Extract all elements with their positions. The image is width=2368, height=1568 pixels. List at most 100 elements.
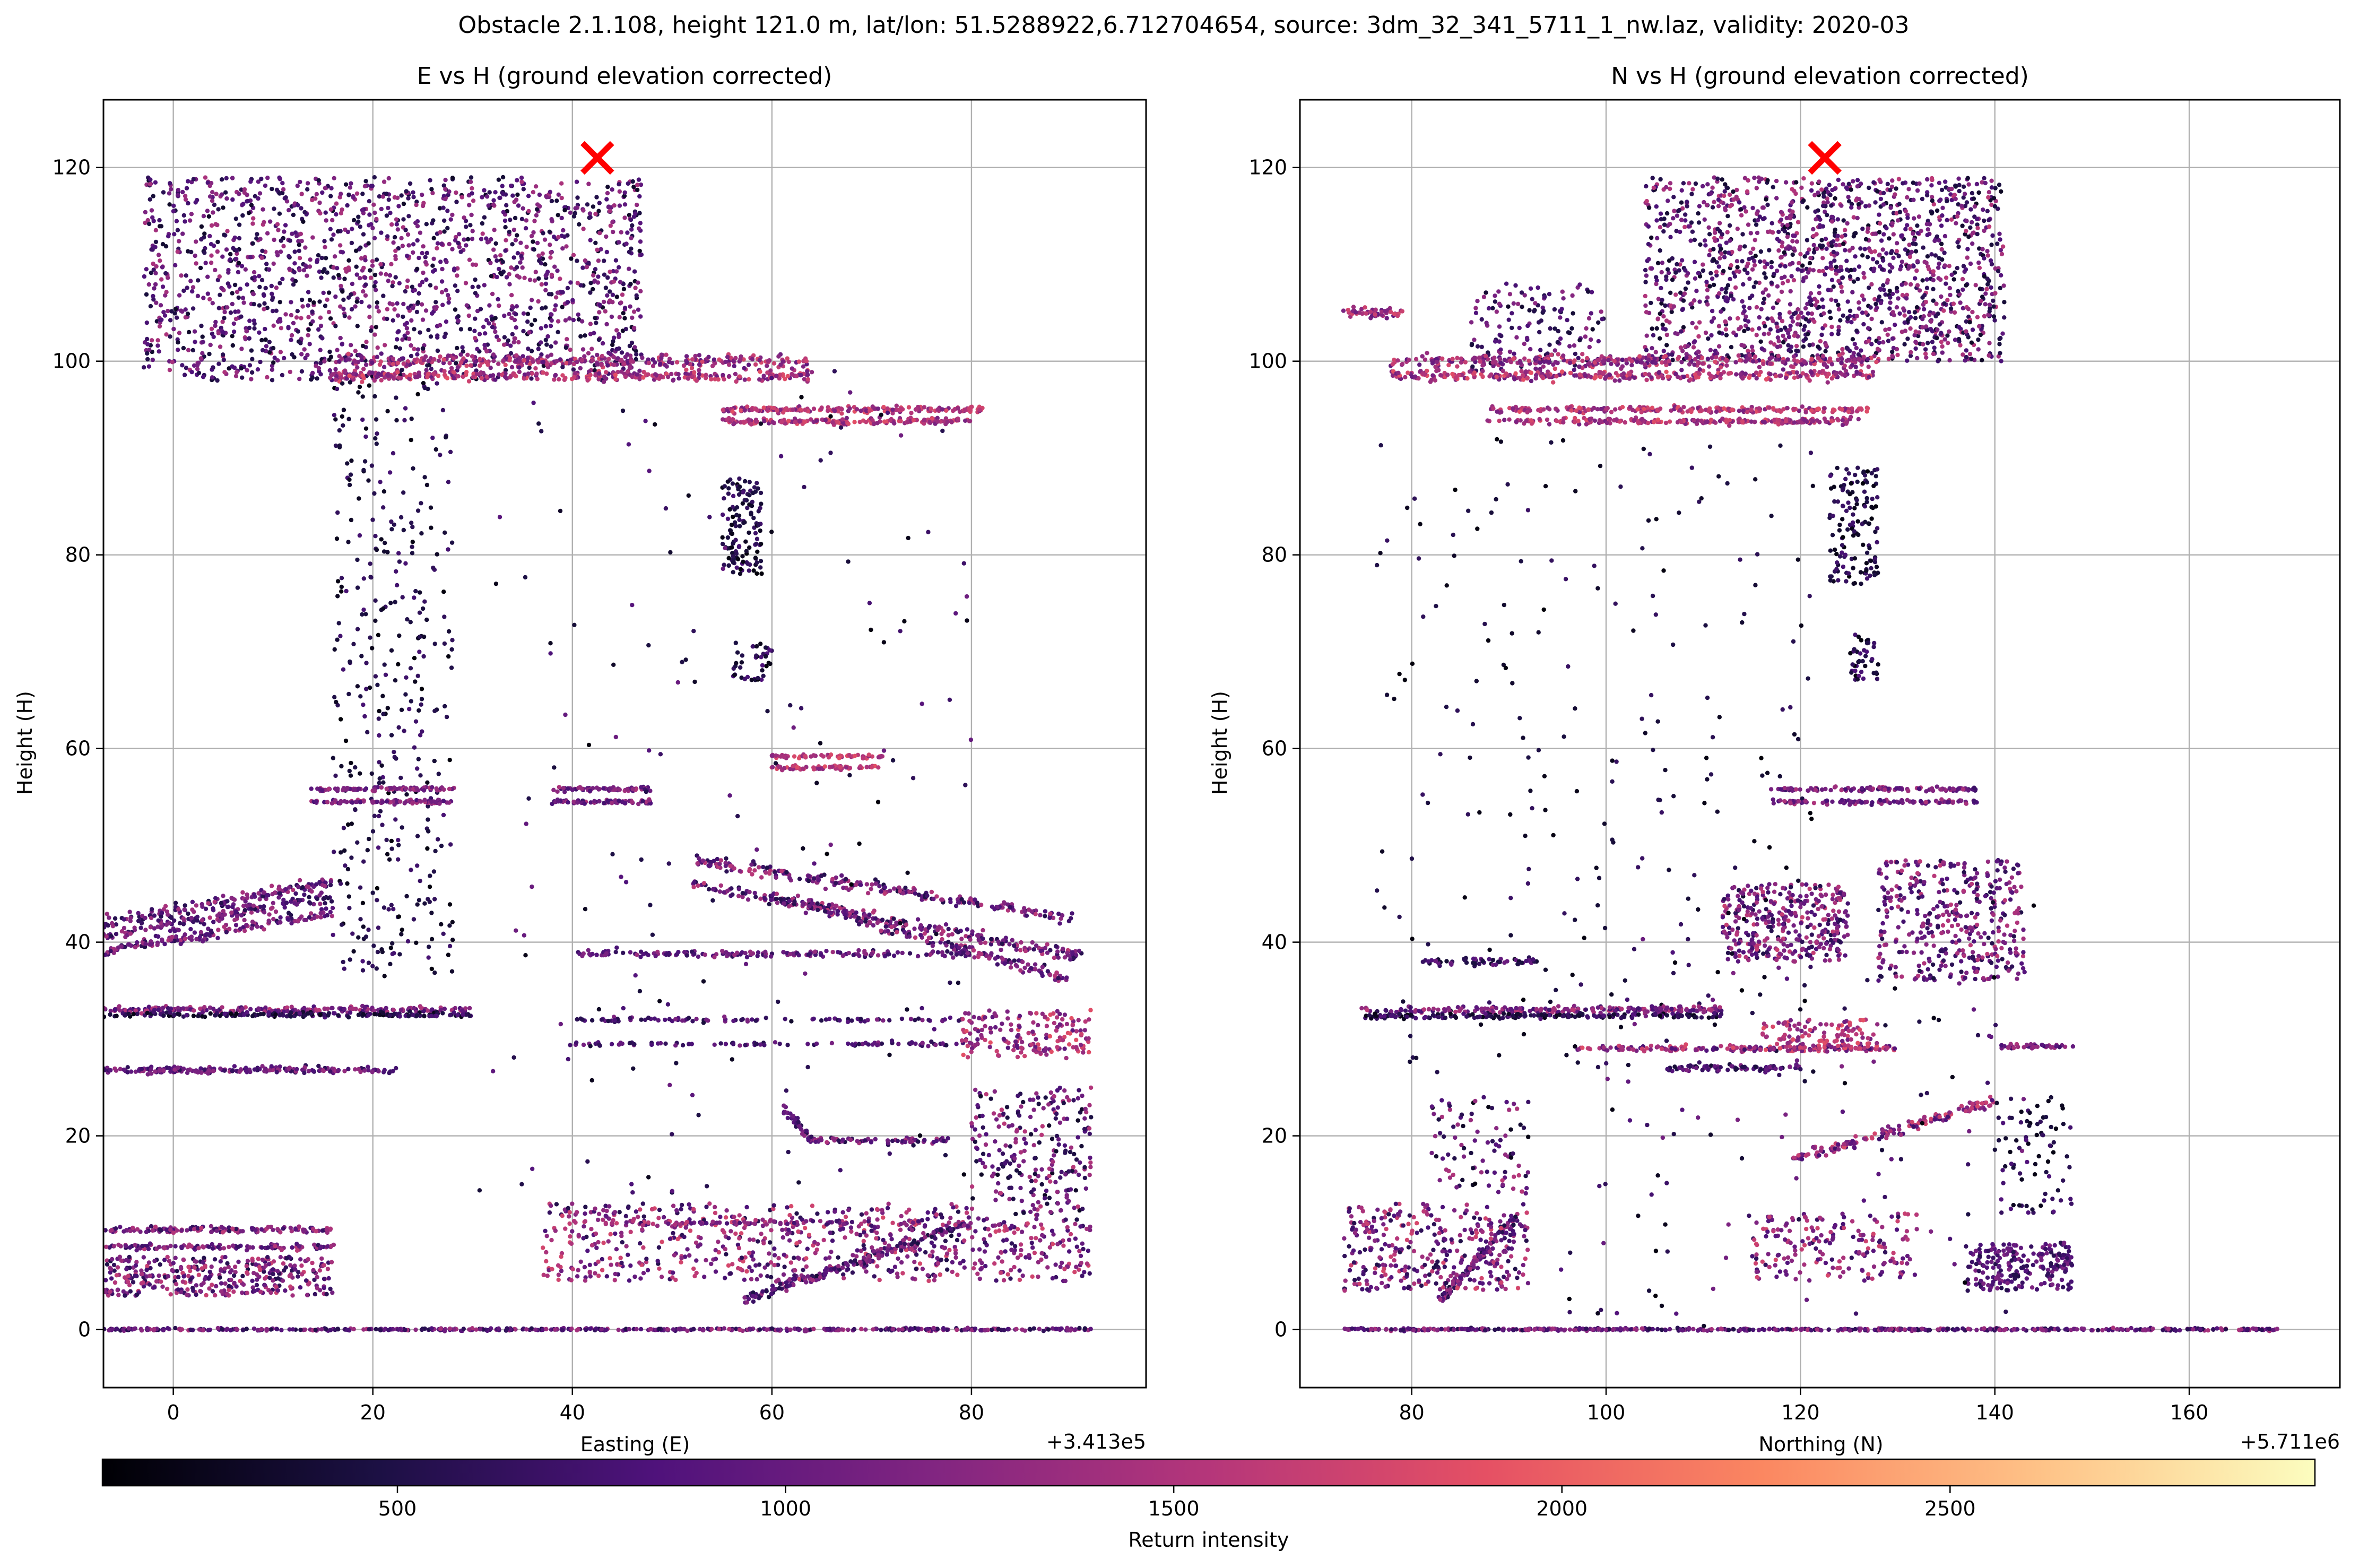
data-point (544, 342, 549, 347)
data-point (786, 359, 791, 365)
data-point (187, 218, 193, 223)
data-point (327, 357, 332, 362)
data-point (1034, 943, 1039, 948)
data-point (323, 186, 327, 190)
data-point (335, 266, 340, 271)
data-point (417, 649, 422, 654)
data-point (191, 177, 196, 181)
data-point (429, 966, 434, 972)
data-point (147, 348, 152, 352)
data-point (760, 668, 765, 673)
data-point (210, 198, 215, 203)
data-point (724, 856, 728, 861)
data-point (448, 217, 453, 222)
data-point (315, 259, 319, 264)
data-point (462, 215, 466, 220)
data-point (731, 570, 735, 575)
data-point (319, 275, 324, 280)
data-point (846, 421, 851, 426)
data-point (522, 376, 526, 381)
data-point (422, 475, 427, 480)
data-point (377, 194, 382, 199)
data-point (395, 360, 400, 366)
data-point (405, 331, 410, 335)
data-point (356, 390, 361, 395)
data-point (208, 342, 213, 348)
data-point (374, 441, 379, 446)
data-point (487, 190, 492, 195)
data-point (912, 926, 917, 931)
data-point (946, 933, 951, 938)
data-point (243, 336, 248, 342)
data-point (512, 200, 517, 204)
data-point (357, 384, 362, 389)
data-point (502, 218, 508, 223)
data-point (549, 198, 554, 204)
data-point (568, 210, 573, 215)
data-point (575, 281, 580, 285)
data-point (965, 927, 970, 932)
data-point (730, 545, 734, 550)
data-point (244, 923, 249, 928)
data-point (493, 241, 498, 246)
data-point (318, 911, 323, 916)
data-point (384, 799, 389, 804)
data-point (171, 203, 176, 208)
data-point (721, 372, 725, 378)
data-point (394, 222, 399, 227)
data-point (1039, 971, 1044, 975)
data-point (294, 233, 299, 239)
data-point (471, 375, 475, 379)
data-point (754, 571, 759, 576)
data-point (146, 221, 152, 227)
data-point (967, 945, 972, 950)
data-point (424, 222, 429, 227)
data-point (433, 285, 438, 290)
data-point (199, 902, 204, 907)
data-point (935, 950, 941, 955)
data-point (393, 817, 398, 822)
data-point (517, 369, 522, 375)
data-point (506, 338, 510, 343)
data-point (413, 719, 419, 724)
data-point (448, 449, 453, 454)
data-point (497, 303, 501, 308)
data-point (325, 297, 329, 302)
data-point (967, 419, 973, 423)
data-point (358, 694, 363, 699)
data-point (435, 788, 440, 793)
data-point (372, 175, 377, 180)
data-point (396, 375, 401, 380)
data-point (262, 927, 266, 932)
data-point (318, 315, 323, 320)
data-point (203, 175, 208, 180)
point-cluster (328, 366, 814, 384)
data-point (152, 245, 157, 249)
data-point (298, 179, 302, 185)
data-point (876, 765, 881, 770)
data-point (295, 309, 300, 314)
data-point (215, 249, 220, 254)
data-point (217, 274, 222, 279)
data-point (273, 909, 279, 914)
data-point (248, 179, 253, 184)
data-point (447, 786, 452, 792)
data-point (774, 753, 778, 758)
data-point (167, 368, 172, 372)
data-point (270, 891, 275, 897)
data-point (489, 237, 493, 242)
data-point (435, 335, 440, 340)
data-point (164, 332, 169, 337)
data-point (467, 257, 472, 262)
data-point (185, 285, 189, 290)
data-point (216, 928, 221, 932)
data-point (869, 765, 874, 770)
data-point (797, 419, 802, 424)
data-point (286, 911, 291, 915)
data-point (630, 787, 636, 792)
data-point (275, 222, 280, 227)
data-point (535, 240, 540, 246)
data-point (511, 255, 516, 260)
data-point (586, 948, 591, 953)
data-point (608, 270, 612, 274)
